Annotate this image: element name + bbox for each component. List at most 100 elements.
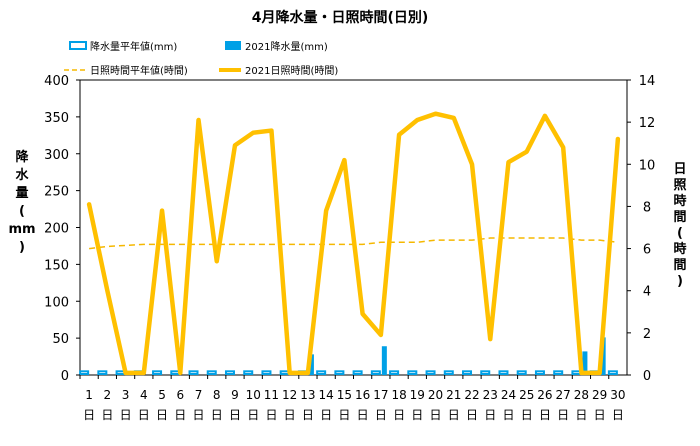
x-tick-suffix-17: 日 (375, 408, 387, 422)
left-tick-label-200: 200 (44, 222, 69, 237)
x-tick-label-30: 30 (610, 388, 625, 402)
legend: 降水量平年値(mm) 2021降水量(mm) 日照時間平年値(時間) 2021日照時間… (64, 40, 338, 77)
sunshine-point-12 (289, 372, 291, 374)
precip-bar-13 (308, 354, 314, 375)
x-tick-suffix-3: 日 (120, 408, 132, 422)
legend-swatch-normal-precip (69, 41, 87, 50)
x-tick-suffix-25: 日 (521, 408, 533, 422)
legend-label-0: 降水量平年値(mm) (90, 40, 177, 53)
x-tick-label-11: 11 (264, 388, 279, 402)
x-tick-suffix-9: 日 (229, 408, 241, 422)
chart-title: 4月降水量・日照時間(日別) (252, 9, 429, 26)
x-tick-suffix-29: 日 (594, 408, 606, 422)
sunshine-point-3 (125, 372, 127, 374)
normal-precip-bar-11 (261, 370, 272, 375)
sunshine-point-19 (416, 119, 418, 121)
x-tick-label-18: 18 (391, 388, 406, 402)
left-axis-label-char: mm (8, 222, 35, 237)
x-tick-label-6: 6 (176, 388, 184, 402)
right-tick-label-6: 6 (643, 243, 651, 258)
x-tick-suffix-10: 日 (247, 408, 259, 422)
sunshine-point-5 (161, 210, 163, 212)
normal-precip-bar-17 (370, 370, 381, 375)
x-tick-label-23: 23 (483, 388, 498, 402)
x-tick-label-28: 28 (574, 388, 589, 402)
left-axis-label-char: ) (19, 240, 25, 255)
x-tick-label-14: 14 (319, 388, 334, 402)
normal-precip-bar-19 (407, 370, 418, 375)
left-axis-label-char: 水 (15, 167, 29, 183)
right-axis-label-char: ( (677, 226, 683, 241)
x-tick-suffix-21: 日 (448, 408, 460, 422)
x-tick-label-21: 21 (446, 388, 461, 402)
x-tick-suffix-6: 日 (174, 408, 186, 422)
left-tick-label-150: 150 (44, 258, 69, 273)
left-axis-label-char: ( (19, 204, 25, 219)
left-axis-label-char: 量 (15, 186, 28, 201)
right-axis-label-char: 日 (673, 162, 686, 177)
sunshine-point-15 (343, 159, 345, 161)
normal-precip-bar-18 (389, 370, 400, 375)
x-tick-suffix-4: 日 (138, 408, 150, 422)
x-tick-label-25: 25 (519, 388, 534, 402)
sunshine-point-23 (489, 338, 491, 340)
x-tick-suffix-30: 日 (612, 408, 624, 422)
x-tick-label-24: 24 (501, 388, 516, 402)
x-tick-label-16: 16 (355, 388, 370, 402)
sunshine-point-11 (270, 130, 272, 132)
normal-precip-bar-9 (224, 370, 235, 375)
legend-label-2: 日照時間平年値(時間) (90, 64, 188, 77)
x-tick-label-27: 27 (556, 388, 571, 402)
normal-precip-bar-25 (516, 370, 527, 375)
precip-bar-28 (582, 351, 588, 375)
sunshine-point-2 (106, 290, 108, 292)
left-tick-label-50: 50 (52, 332, 69, 347)
sunshine-point-21 (453, 117, 455, 119)
normal-precip-bar-16 (352, 370, 363, 375)
x-tick-label-12: 12 (282, 388, 297, 402)
normal-precip-bar-10 (243, 370, 254, 375)
normal-precip-bar-7 (188, 370, 199, 375)
x-tick-label-2: 2 (104, 388, 112, 402)
right-axis-label-char: 間 (673, 210, 686, 225)
normal-precip-bar-1 (79, 370, 90, 375)
left-axis: 0 50 100 150 200 250 300 350 400 (44, 74, 80, 384)
sunshine-point-10 (252, 132, 254, 134)
right-tick-label-2: 2 (643, 327, 651, 342)
legend-label-1: 2021降水量(mm) (245, 40, 328, 53)
x-tick-suffix-18: 日 (393, 408, 405, 422)
x-tick-suffix-2: 日 (101, 408, 113, 422)
x-tick-label-20: 20 (428, 388, 443, 402)
x-tick-label-1: 1 (85, 388, 93, 402)
normal-precip-bar-22 (462, 370, 473, 375)
left-axis-label-char: 降 (15, 149, 29, 165)
sunshine-point-25 (526, 151, 528, 153)
x-tick-label-10: 10 (246, 388, 261, 402)
sunshine-point-4 (143, 372, 145, 374)
left-tick-label-400: 400 (44, 74, 69, 89)
sunshine-point-18 (398, 134, 400, 136)
right-tick-label-8: 8 (643, 200, 651, 215)
sunshine-point-6 (179, 372, 181, 374)
sunshine-point-16 (362, 313, 364, 315)
normal-precip-bar-26 (534, 370, 545, 375)
normal-precip-bar-24 (498, 370, 509, 375)
x-tick-suffix-7: 日 (193, 408, 205, 422)
left-axis-label: 降水量 ( mm) (8, 149, 35, 255)
x-tick-label-22: 22 (464, 388, 479, 402)
x-tick-label-13: 13 (300, 388, 315, 402)
legend-swatch-precip (225, 41, 241, 50)
sunshine-point-8 (216, 260, 218, 262)
sunshine-point-26 (544, 115, 546, 117)
right-axis-label-char: 間 (673, 258, 686, 273)
sunshine-point-24 (507, 161, 509, 163)
x-tick-label-8: 8 (213, 388, 221, 402)
x-tick-suffix-8: 日 (211, 408, 223, 422)
x-tick-suffix-14: 日 (320, 408, 332, 422)
right-axis: 0 2 4 6 8 10 12 14 (627, 74, 655, 384)
normal-precip-bar-21 (443, 370, 454, 375)
normal-precip-bar-8 (206, 370, 217, 375)
normal-precip-bar-15 (334, 370, 345, 375)
x-tick-suffix-11: 日 (265, 408, 277, 422)
